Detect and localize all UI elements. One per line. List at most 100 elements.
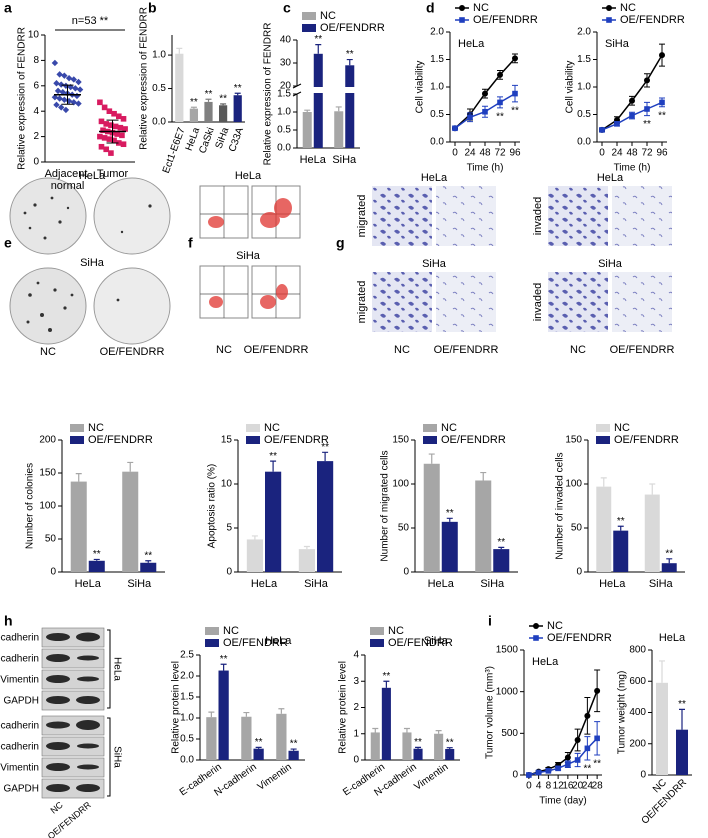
point [75,78,82,86]
cell-label: HeLa [597,172,624,184]
western-blot: E-cadherin N-cadherin Vimentin GAPDH E-c… [0,627,122,838]
significance: ** [93,549,101,560]
x-tick-label: 72 [494,148,506,159]
point [452,125,458,132]
y-tick-label: 0 [403,567,409,578]
chart-title: HeLa [532,656,559,668]
x-tick-label: 8 [546,781,552,792]
point [594,735,600,742]
panel-letter: i [488,613,492,629]
bar [317,461,334,572]
y-tick-label: 1.5 [430,54,444,65]
x-axis-label: Time (h) [614,163,651,174]
point [644,106,650,112]
y-axis-label: Number of invaded cells [555,452,566,559]
point [119,132,125,139]
legend-swatch [302,12,316,20]
bar [445,748,455,760]
chart-title: HeLa [265,635,292,647]
cell-label: SiHa [80,257,105,269]
bar [475,480,492,572]
y-tick-label: 1.5 [180,692,194,703]
legend-label: NC [388,625,404,637]
y-tick-label: 4 [33,106,39,117]
x-tick-label: Ect1-E6E7 [161,126,188,175]
bar [218,105,228,122]
point [75,100,82,107]
point [574,757,581,763]
point [53,80,60,87]
flow-images: HeLa SiHa NC OE/FENDRR [199,170,308,356]
x-tick-label: SiHa [304,578,329,590]
point [574,737,581,743]
bar [122,471,139,572]
y-tick-label: 0 [33,157,39,168]
point [584,745,591,752]
point [98,118,105,125]
y-axis-label: Apoptosis ratio (%) [207,464,218,548]
error-bar [435,730,442,734]
legend-label: NC [614,422,630,434]
cell-label: HeLa [421,172,448,184]
point [497,71,503,78]
protein-label: E-cadherin [0,721,39,732]
significance: ** [643,119,651,130]
significance: ** [255,737,263,748]
error-bar [415,746,422,749]
significance: ** [382,671,390,682]
point [56,95,63,102]
x-tick-label: 0 [452,148,458,159]
x-axis-label: Time (h) [467,163,504,174]
assay-label: invaded [532,197,544,236]
legend-marker [533,635,539,641]
significance: ** [617,516,625,527]
x-tick-label: 20 [572,781,584,792]
protein-label: N-cadherin [0,742,39,753]
error-bar [617,525,624,531]
bar [644,494,660,572]
y-tick-label: 2 [353,702,359,713]
cell-label: SiHa [111,746,122,768]
x-tick-label: HeLa [428,578,455,590]
point [116,113,122,120]
panel-letter: d [426,0,435,16]
x-tick-label: Vimentin [256,762,294,793]
x-tick-label: 12 [553,781,565,792]
point [564,754,571,761]
bar [441,521,458,572]
point [112,123,119,130]
error-bar [428,453,435,464]
bar [345,65,355,148]
significance: ** [497,537,505,548]
bar [661,563,677,572]
legend-label: NC [441,422,457,434]
bar [88,560,105,572]
y-tick-label: 0.0 [277,143,291,154]
point [97,99,103,106]
error-bar [679,708,685,730]
cell-label: SiHa [236,250,261,262]
column-label: NC [40,346,56,358]
column-label: OE/FENDRR [610,344,675,356]
y-tick-label: 1.0 [152,50,166,61]
bar [288,750,299,760]
y-tick-label: 0.0 [577,137,591,148]
y-tick-label: 0.5 [577,109,591,120]
x-tick-label: SiHa [649,578,674,590]
y-tick-label: 40 [280,35,292,46]
x-tick-label: 72 [641,148,653,159]
bar [413,748,423,760]
legend-swatch [205,639,219,647]
bar [140,562,157,572]
y-axis-label: Tumor volume (mm³) [485,666,496,759]
column-label: NC [570,344,586,356]
colony-images: HeLa SiHa NC OE/FENDRR [9,170,171,358]
cell-label: HeLa [235,170,262,182]
x-tick-label: 48 [626,148,638,159]
protein-label: GAPDH [3,696,39,707]
legend-marker [533,623,539,629]
significance: ** [205,89,213,100]
significance: ** [314,34,322,45]
point [526,772,532,778]
y-tick-label: 1.5 [577,54,591,65]
